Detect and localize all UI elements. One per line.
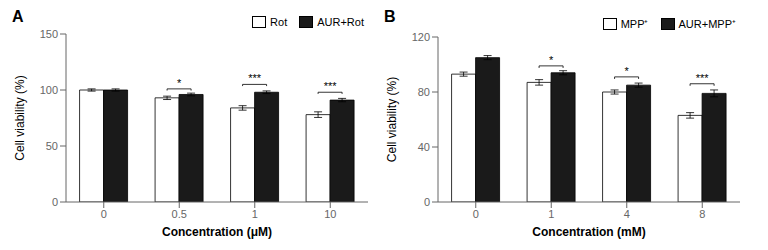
html-text:A: A	[12, 8, 24, 25]
svg-text:Cell viability (%): Cell viability (%)	[13, 75, 27, 160]
svg-text:40: 40	[418, 141, 430, 153]
svg-text:120: 120	[412, 31, 430, 43]
svg-text:*: *	[177, 77, 182, 89]
svg-text:1: 1	[548, 208, 554, 220]
html-text:B: B	[384, 8, 396, 25]
svg-text:1: 1	[252, 208, 258, 220]
svg-text:*: *	[624, 65, 629, 77]
svg-text:0: 0	[101, 208, 107, 220]
svg-text:0: 0	[473, 208, 479, 220]
svg-text:8: 8	[699, 208, 705, 220]
svg-text:4: 4	[624, 208, 630, 220]
svg-text:***: ***	[324, 80, 338, 92]
svg-text:Concentration (mM): Concentration (mM)	[532, 225, 645, 239]
html-text:MPP⁺: MPP⁺	[620, 18, 649, 30]
svg-text:Concentration (μM): Concentration (μM)	[162, 225, 272, 239]
svg-text:10: 10	[324, 208, 336, 220]
html-text:Rot: Rot	[270, 16, 288, 28]
svg-text:*: *	[549, 54, 554, 66]
svg-text:0.5: 0.5	[172, 208, 187, 220]
svg-text:***: ***	[248, 72, 262, 84]
svg-text:50: 50	[46, 140, 58, 152]
html-text:AUR+MPP⁺: AUR+MPP⁺	[678, 18, 736, 30]
svg-text:Cell viability (%): Cell viability (%)	[385, 77, 399, 162]
svg-text:150: 150	[40, 28, 58, 40]
html-text:AUR+Rot: AUR+Rot	[317, 16, 364, 28]
svg-text:0: 0	[52, 196, 58, 208]
svg-text:0: 0	[424, 196, 430, 208]
svg-text:***: ***	[696, 72, 710, 84]
svg-text:100: 100	[40, 84, 58, 96]
svg-text:80: 80	[418, 86, 430, 98]
